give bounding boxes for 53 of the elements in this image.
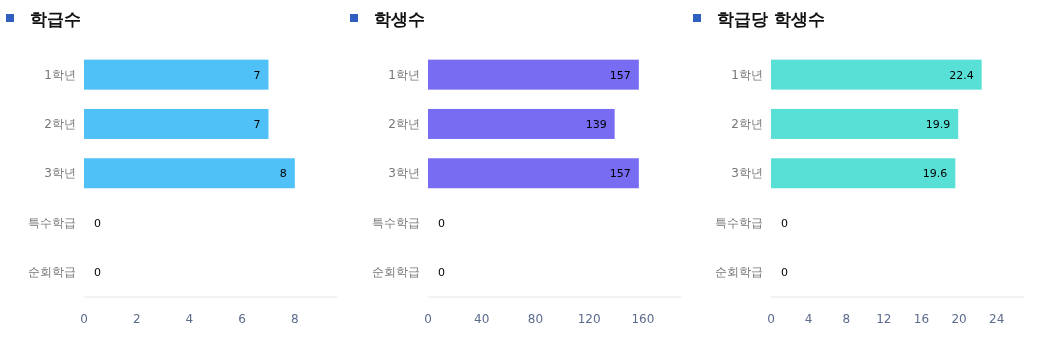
bar (771, 59, 982, 90)
data-label: 19.6 (922, 167, 948, 181)
y-tick-label: 1학년 (44, 67, 76, 82)
data-label: 19.9 (925, 117, 951, 131)
y-tick-label: 1학년 (731, 67, 763, 82)
bar (771, 108, 959, 139)
chart-title: 학급당 학생수 (717, 9, 825, 29)
y-tick-label: 순회학급 (28, 264, 76, 279)
x-tick-label: 24 (989, 312, 1005, 326)
x-tick-label: 0 (80, 312, 88, 326)
y-tick-label: 순회학급 (372, 264, 420, 279)
y-tick-label: 2학년 (388, 116, 420, 131)
y-tick-label: 3학년 (388, 166, 420, 181)
y-tick-label: 2학년 (731, 116, 763, 131)
data-label: 0 (781, 265, 788, 279)
x-tick-label: 80 (527, 312, 544, 326)
data-label: 139 (585, 117, 607, 131)
y-tick-label: 특수학급 (372, 215, 420, 230)
y-tick-label: 특수학급 (28, 215, 76, 230)
chart-title: 학생수 (374, 9, 425, 29)
x-tick-label: 8 (842, 312, 851, 326)
y-tick-label: 1학년 (388, 67, 420, 82)
data-label: 157 (609, 68, 631, 82)
chart-title: 학급수 (30, 9, 81, 29)
y-tick-label: 순회학급 (715, 264, 763, 279)
x-tick-label: 6 (238, 312, 246, 326)
data-label: 157 (609, 167, 631, 181)
x-tick-label: 160 (631, 312, 655, 326)
data-label: 0 (438, 265, 445, 279)
x-tick-label: 2 (132, 312, 141, 326)
y-tick-label: 특수학급 (715, 215, 763, 230)
data-label: 22.4 (949, 68, 974, 82)
data-label: 0 (94, 216, 101, 230)
data-label: 0 (94, 265, 101, 279)
x-tick-label: 0 (424, 312, 432, 326)
data-label: 0 (438, 216, 445, 230)
x-tick-label: 20 (951, 312, 967, 326)
y-tick-label: 2학년 (44, 116, 76, 131)
y-tick-label: 3학년 (731, 166, 763, 181)
y-tick-label: 3학년 (44, 166, 76, 181)
x-tick-label: 0 (767, 312, 775, 326)
data-label: 7 (253, 117, 261, 131)
x-tick-label: 12 (876, 312, 892, 326)
x-tick-label: 120 (577, 312, 601, 326)
x-tick-label: 4 (185, 312, 194, 326)
x-tick-label: 8 (291, 312, 299, 326)
bar (771, 158, 956, 189)
data-label: 0 (781, 216, 788, 230)
x-tick-label: 4 (804, 312, 813, 326)
data-label: 8 (279, 167, 287, 181)
data-label: 7 (253, 68, 261, 82)
x-tick-label: 16 (913, 312, 930, 326)
x-tick-label: 40 (474, 312, 490, 326)
